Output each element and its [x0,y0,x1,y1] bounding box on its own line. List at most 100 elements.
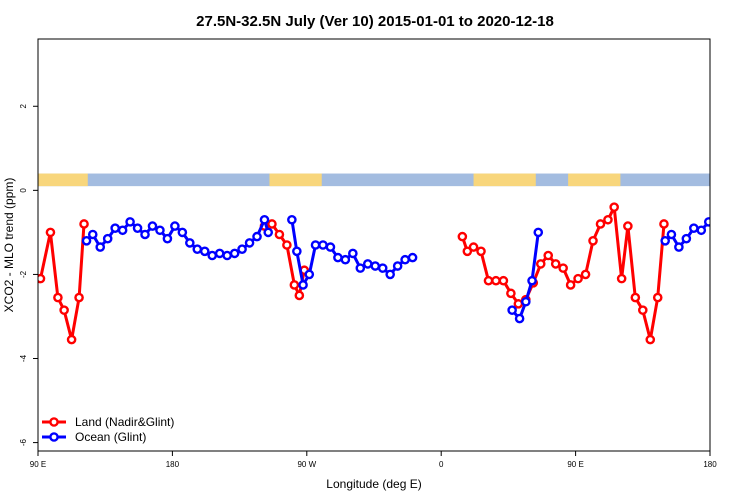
data-point [310,240,321,250]
data-point [689,223,699,233]
data-point [476,246,486,257]
data-point [38,273,46,284]
legend-item: Land (Nadir&Glint) [42,415,174,429]
data-point [147,221,158,231]
legend-item: Ocean (Glint) [42,430,146,444]
data-point [177,227,188,238]
data-point [370,261,381,271]
data-point [728,222,735,229]
plot-frame [37,38,711,452]
data-point [59,305,69,315]
data-point [507,305,517,315]
data-point [199,246,210,257]
data-point [713,225,720,232]
data-point [595,219,606,229]
data-point [237,244,247,255]
data-point [742,235,749,242]
data-point [355,263,366,273]
data-point [304,269,315,280]
data-point [720,231,727,238]
y-tick-label: -2 [19,270,28,278]
x-axis-label: Longitude (deg E) [326,477,421,491]
data-point [392,261,403,271]
data-point [638,305,648,315]
series-line [39,223,86,342]
x-tick-label: 180 [166,460,180,469]
chart-title: 27.5N-32.5N July (Ver 10) 2015-01-01 to … [196,13,554,30]
data-point [132,223,143,233]
series-ocean [81,214,749,324]
data-point [66,334,77,345]
data-point [623,221,633,231]
data-point [192,244,203,255]
data-point [222,250,232,261]
data-point [603,214,613,225]
data-point [81,235,92,246]
series-line [460,205,666,342]
data-point [588,235,598,246]
data-point [468,242,479,252]
data-point [377,263,388,273]
x-axis-ticks: 90 E 180 90 W 0 90 E 180 [30,451,717,469]
legend-label: Ocean (Glint) [75,430,146,444]
x-tick-label: 180 [703,460,717,469]
data-point [110,223,120,233]
data-point [609,202,619,212]
data-point [400,254,410,265]
data-point [318,240,328,250]
data-point [294,290,305,301]
y-tick-label: 2 [19,103,28,108]
data-point [565,280,576,290]
y-tick-label: 0 [19,188,28,193]
data-point [125,217,135,227]
x-tick-label: 90 E [567,460,583,469]
y-axis-ticks: 2 0 -2 -4 -6 [19,103,38,446]
y-axis-label: XCO2 - MLO trend (ppm) [2,178,16,313]
data-point [117,225,128,236]
data-point [155,225,165,236]
x-tick-label: 0 [439,460,444,469]
data-point [498,275,509,286]
land-ocean-band [38,173,710,187]
legend-swatch-marker [49,417,59,427]
data-point [53,292,63,303]
data-point [506,288,516,299]
data-point [287,214,297,225]
ocean-band [38,173,710,187]
land-band-segment [568,173,621,187]
data-point [252,231,262,242]
legend-label: Land (Nadir&Glint) [75,415,174,429]
legend-swatch-marker [49,432,59,442]
data-point [292,246,302,257]
data-point [340,254,351,265]
land-band-segment [473,173,536,187]
data-point [491,275,501,286]
data-point [645,334,656,345]
data-point [666,229,677,240]
data-point [282,240,292,250]
data-point [348,248,358,259]
data-point [703,217,710,227]
data-point [674,242,684,252]
land-band-segment [269,173,322,187]
data-point [362,259,373,269]
data-point [185,238,195,248]
data-point [102,233,113,244]
data-point [263,227,274,238]
data-point [513,299,524,309]
data-point [274,229,285,240]
data-point [207,250,218,261]
data-point [162,233,173,244]
data-point [543,250,554,261]
data-point [558,263,568,273]
data-point [573,273,583,284]
data-point [696,225,707,236]
data-point [550,259,561,269]
data-point [616,273,627,284]
data-point [483,275,494,286]
data-point [385,269,395,280]
data-point [95,242,106,252]
data-point [514,313,525,324]
data-point [457,231,468,242]
